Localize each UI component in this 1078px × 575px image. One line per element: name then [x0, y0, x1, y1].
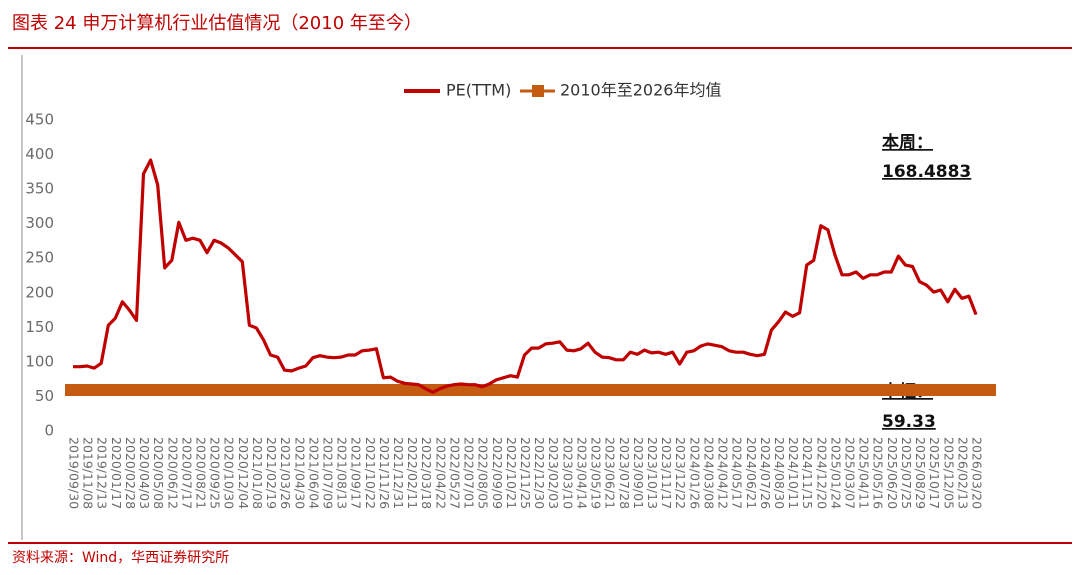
- x-tick-label: 2024/08/30: [772, 437, 787, 509]
- x-tick-label: 2019/12/13: [95, 437, 110, 509]
- x-tick-label: 2021/01/08: [250, 437, 265, 509]
- y-tick-label: 150: [25, 318, 54, 336]
- legend-swatch: [532, 85, 544, 97]
- x-tick-label: 2024/10/11: [786, 437, 801, 509]
- x-tick-label: 2020/12/04: [236, 437, 251, 509]
- x-tick-label: 2019/09/30: [67, 437, 82, 509]
- x-tick-label: 2022/12/30: [532, 437, 547, 509]
- x-tick-label: 2022/11/25: [518, 437, 533, 509]
- x-tick-label: 2021/09/17: [349, 437, 364, 509]
- x-tick-label: 2021/02/19: [264, 437, 279, 509]
- x-tick-label: 2020/10/30: [222, 437, 237, 509]
- x-tick-label: 2025/12/05: [941, 437, 956, 509]
- x-tick-label: 2023/04/14: [574, 437, 589, 509]
- annotation: 本周：: [882, 132, 933, 153]
- x-tick-label: 2022/08/05: [476, 437, 491, 509]
- x-tick-label: 2024/01/26: [687, 437, 702, 509]
- x-tick-label: 2020/01/17: [109, 437, 124, 509]
- x-tick-label: 2025/06/20: [885, 437, 900, 509]
- legend-label: PE(TTM): [446, 81, 511, 100]
- annotation-value: 59.33: [882, 412, 936, 432]
- x-tick-label: 2020/07/17: [179, 437, 194, 509]
- x-tick-label: 2022/10/21: [504, 437, 519, 509]
- x-tick-label: 2020/08/21: [193, 437, 208, 509]
- x-tick-label: 2023/05/19: [589, 437, 604, 509]
- x-tick-label: 2025/04/11: [857, 437, 872, 509]
- x-tick-label: 2025/03/07: [843, 437, 858, 509]
- x-tick-label: 2021/04/30: [292, 437, 307, 509]
- x-tick-label: 2022/03/18: [419, 437, 434, 509]
- x-tick-label: 2020/09/25: [208, 437, 223, 509]
- x-tick-label: 2023/06/21: [603, 437, 618, 509]
- x-tick-label: 2026/02/13: [955, 437, 970, 509]
- y-tick-label: 100: [25, 352, 54, 370]
- x-tick-label: 2025/07/25: [899, 437, 914, 509]
- y-tick-label: 250: [25, 249, 54, 267]
- y-tick-label: 300: [25, 214, 54, 232]
- x-tick-label: 2026/03/20: [970, 437, 985, 509]
- x-tick-label: 2023/12/22: [673, 437, 688, 509]
- x-tick-label: 2020/04/03: [137, 437, 152, 509]
- x-tick-label: 2022/05/27: [447, 437, 462, 509]
- y-tick-label: 350: [25, 180, 54, 198]
- x-tick-label: 2022/09/09: [490, 437, 505, 509]
- x-tick-label: 2024/12/20: [814, 437, 829, 509]
- x-tick-label: 2021/12/31: [391, 437, 406, 509]
- x-tick-label: 2024/03/08: [701, 437, 716, 509]
- x-tick-label: 2024/04/12: [716, 437, 731, 509]
- x-tick-label: 2022/02/11: [405, 437, 420, 509]
- x-tick-label: 2019/11/08: [81, 437, 96, 509]
- x-tick-label: 2020/05/08: [151, 437, 166, 509]
- x-tick-label: 2022/07/01: [462, 437, 477, 509]
- x-tick-label: 2024/06/21: [744, 437, 759, 509]
- x-tick-label: 2021/08/13: [335, 437, 350, 509]
- chart-title: 图表 24 申万计算机行业估值情况（2010 年至今）: [12, 13, 422, 34]
- x-tick-label: 2024/07/26: [758, 437, 773, 509]
- x-tick-label: 2025/08/29: [913, 437, 928, 509]
- x-tick-label: 2024/05/17: [730, 437, 745, 509]
- x-tick-label: 2021/11/26: [377, 437, 392, 509]
- y-tick-label: 50: [35, 387, 54, 405]
- x-tick-label: 2023/02/03: [546, 437, 561, 509]
- source: 资料来源：Wind，华西证券研究所: [12, 550, 229, 566]
- y-tick-label: 0: [44, 422, 54, 440]
- x-tick-label: 2023/11/17: [659, 437, 674, 509]
- x-tick-label: 2022/04/22: [433, 437, 448, 509]
- x-tick-label: 2021/07/09: [320, 437, 335, 509]
- x-tick-label: 2021/06/04: [306, 437, 321, 509]
- x-tick-label: 2023/10/13: [645, 437, 660, 509]
- x-tick-label: 2025/10/17: [927, 437, 942, 509]
- legend-label: 2010年至2026年均值: [560, 81, 721, 100]
- x-tick-label: 2021/03/26: [278, 437, 293, 509]
- y-tick-label: 200: [25, 283, 54, 301]
- x-tick-label: 2020/02/28: [123, 437, 138, 509]
- annotation-value: 168.4883: [882, 162, 971, 182]
- x-tick-label: 2023/09/01: [631, 437, 646, 509]
- y-tick-label: 400: [25, 145, 54, 163]
- x-tick-label: 2023/03/10: [560, 437, 575, 509]
- x-tick-label: 2023/07/28: [617, 437, 632, 509]
- x-tick-label: 2025/05/16: [871, 437, 886, 509]
- x-tick-label: 2020/06/12: [165, 437, 180, 509]
- x-tick-label: 2021/10/22: [363, 437, 378, 509]
- x-tick-label: 2025/01/24: [828, 437, 843, 509]
- y-tick-label: 450: [25, 111, 54, 129]
- series-line: [73, 158, 978, 394]
- x-tick-label: 2024/11/15: [800, 437, 815, 509]
- footer-rule: [8, 542, 1072, 544]
- title-rule: [8, 47, 1072, 49]
